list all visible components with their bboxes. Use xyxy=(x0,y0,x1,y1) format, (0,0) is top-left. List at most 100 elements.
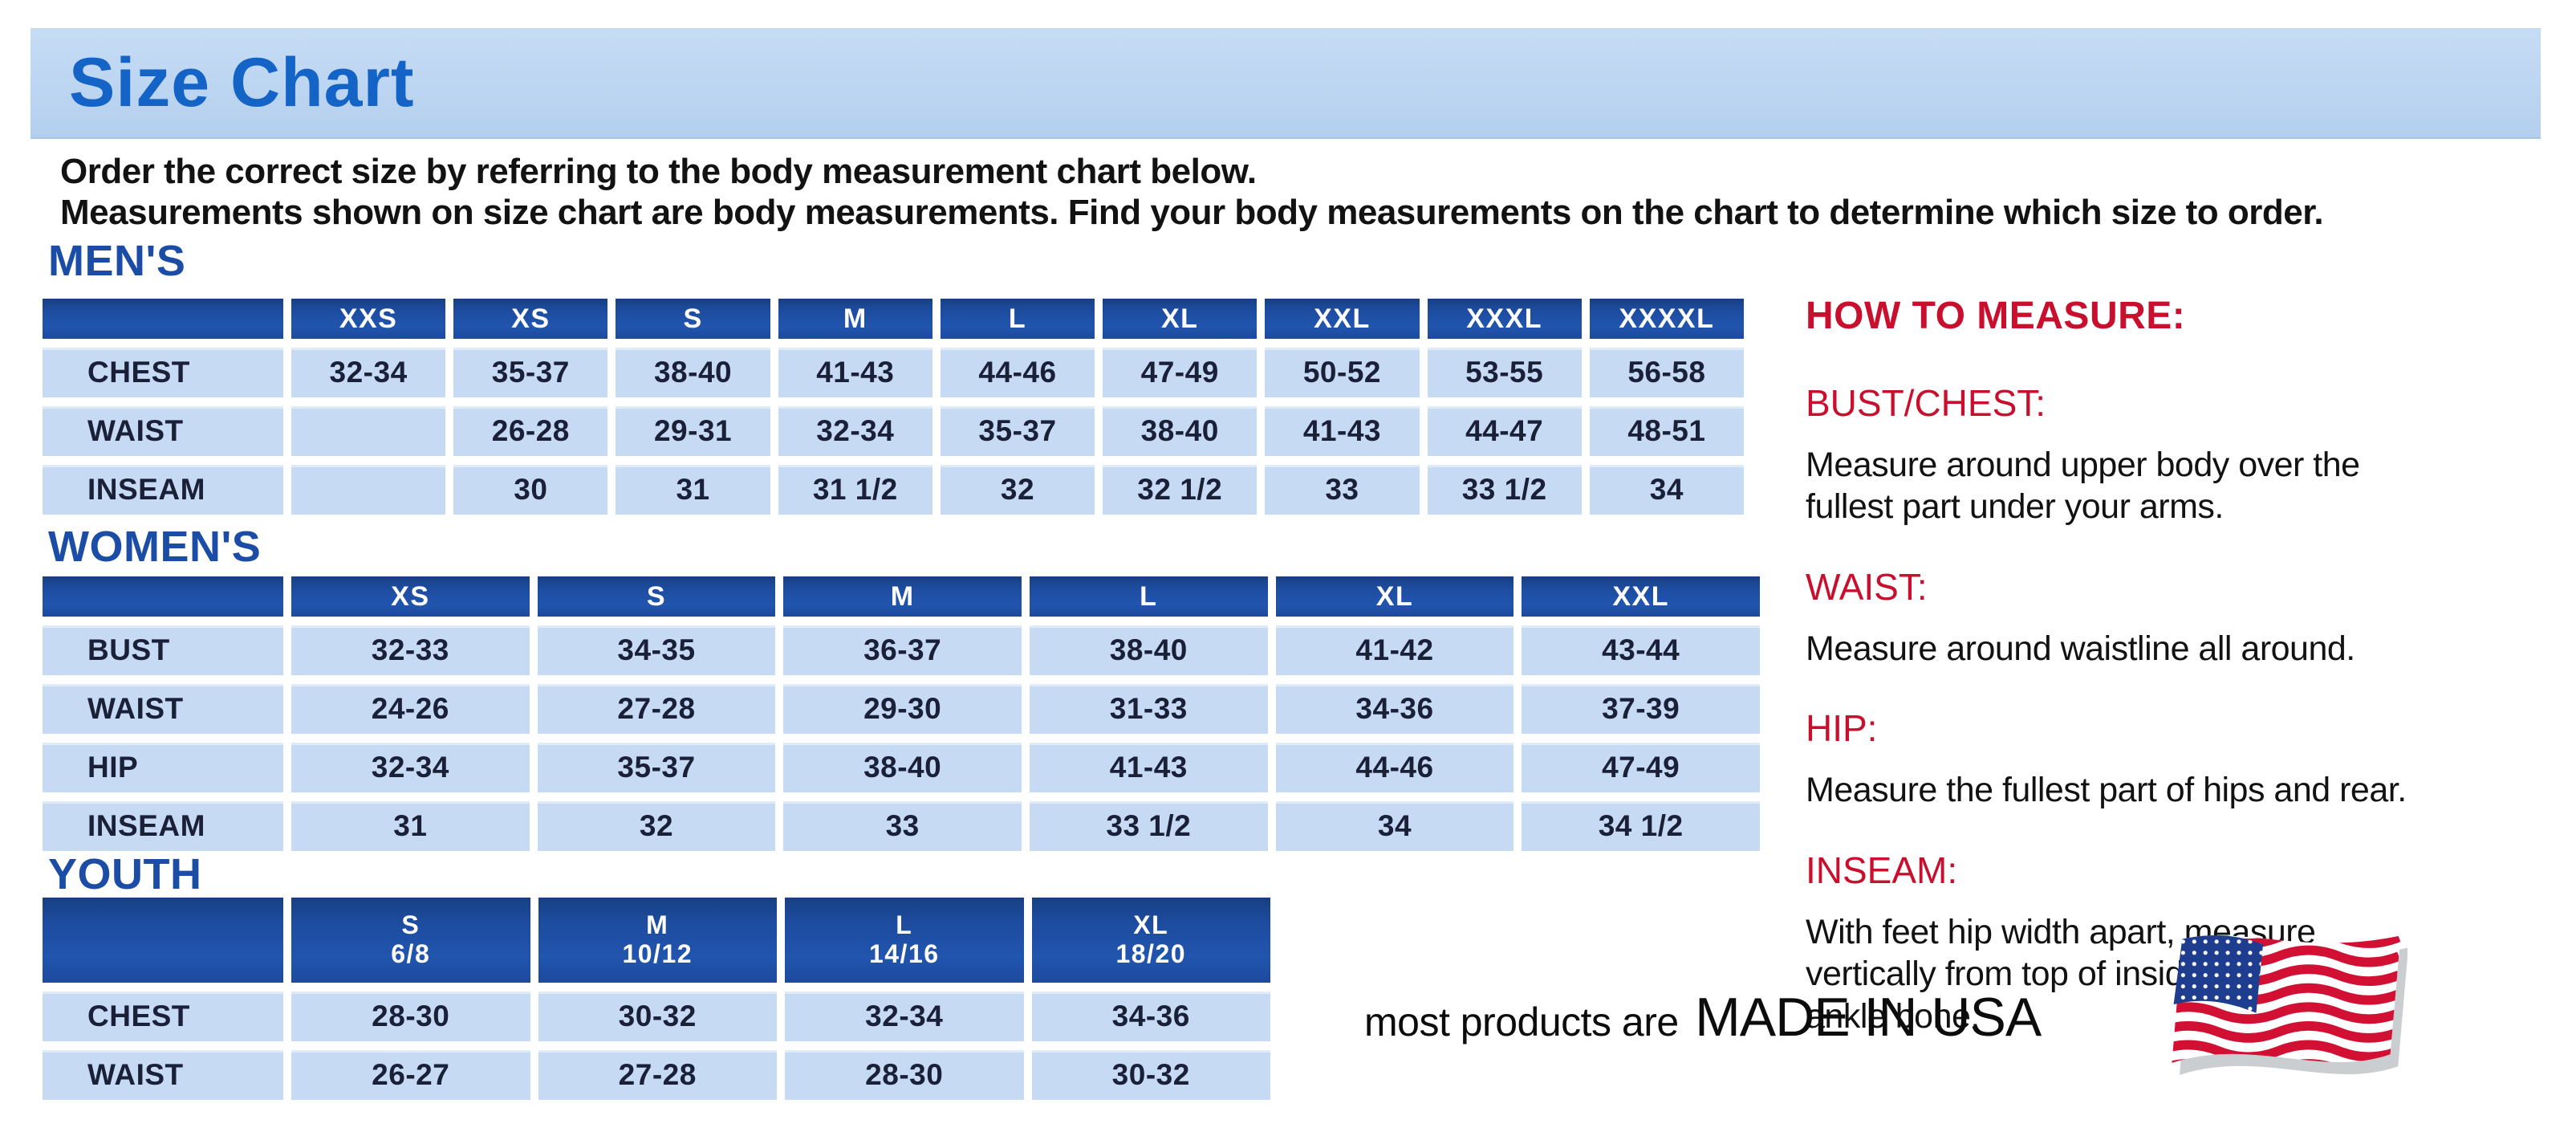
mens-cell-chest-7: 53-55 xyxy=(1427,348,1582,397)
mens-cell-inseam-3: 31 1/2 xyxy=(778,465,932,515)
womens-row-label-waist: WAIST xyxy=(43,684,283,734)
womens-heading: WOMEN'S xyxy=(48,523,262,571)
youth-cell-chest-2: 32-34 xyxy=(785,992,1024,1041)
womens-header-xxl: XXL xyxy=(1522,576,1760,617)
youth-header-s: S 6/8 xyxy=(291,898,530,983)
womens-header-l: L xyxy=(1029,576,1268,617)
womens-cell-waist-1: 27-28 xyxy=(537,684,776,734)
womens-cell-hip-2: 38-40 xyxy=(783,743,1022,792)
measure-label-bust-chest: BUST/CHEST: xyxy=(1806,382,2046,424)
womens-cell-waist-4: 34-36 xyxy=(1275,684,1514,734)
womens-cell-waist-0: 24-26 xyxy=(291,684,530,734)
youth-header-xl: XL 18/20 xyxy=(1031,898,1270,983)
measure-item-hip: HIP: Measure the fullest part of hips an… xyxy=(1806,706,2560,811)
womens-cell-hip-5: 47-49 xyxy=(1522,743,1760,792)
womens-header-m: M xyxy=(783,576,1022,617)
womens-cell-bust-4: 41-42 xyxy=(1275,625,1514,675)
mens-cell-inseam-4: 32 xyxy=(940,465,1095,515)
youth-header-size: XL xyxy=(1133,910,1169,940)
mens-cell-waist-1: 26-28 xyxy=(453,406,608,456)
mens-header-xl: XL xyxy=(1103,299,1258,339)
womens-cell-hip-4: 44-46 xyxy=(1275,743,1514,792)
mens-row-label-waist: WAIST xyxy=(43,406,283,456)
mens-header-xs: XS xyxy=(453,299,608,339)
mens-header-m: M xyxy=(778,299,932,339)
youth-header-l: L 14/16 xyxy=(785,898,1024,983)
youth-row-label-chest: CHEST xyxy=(43,992,283,1041)
intro-paragraph: Order the correct size by referring to t… xyxy=(60,151,2324,233)
measure-text-bust-chest: Measure around upper body over the fulle… xyxy=(1806,446,2360,527)
mens-cell-chest-0: 32-34 xyxy=(291,348,446,397)
mens-heading: MEN'S xyxy=(48,237,186,285)
womens-cell-waist-2: 29-30 xyxy=(783,684,1022,734)
youth-cell-waist-0: 26-27 xyxy=(291,1050,530,1100)
womens-header-xl: XL xyxy=(1275,576,1514,617)
mens-cell-waist-8: 48-51 xyxy=(1589,406,1744,456)
mens-cell-chest-3: 41-43 xyxy=(778,348,932,397)
youth-cell-waist-2: 28-30 xyxy=(785,1050,1024,1100)
mens-cell-chest-4: 44-46 xyxy=(940,348,1095,397)
mens-cell-inseam-7: 33 1/2 xyxy=(1427,465,1582,515)
mens-row-label-chest: CHEST xyxy=(43,348,283,397)
mens-cell-inseam-8: 34 xyxy=(1589,465,1744,515)
mens-cell-chest-2: 38-40 xyxy=(616,348,770,397)
youth-header-range: 14/16 xyxy=(868,939,940,968)
measure-item-bust-chest: BUST/CHEST: Measure around upper body ov… xyxy=(1806,381,2560,528)
made-in-usa-text: MADE IN USA xyxy=(1695,987,2042,1048)
mens-cell-chest-1: 35-37 xyxy=(453,348,608,397)
mens-cell-waist-5: 38-40 xyxy=(1103,406,1258,456)
usa-flag-icon xyxy=(2172,935,2407,1075)
youth-header-range: 6/8 xyxy=(391,939,431,968)
youth-cell-chest-0: 28-30 xyxy=(291,992,530,1041)
youth-cell-chest-1: 30-32 xyxy=(538,992,777,1041)
mens-cell-chest-8: 56-58 xyxy=(1589,348,1744,397)
mens-cell-waist-2: 29-31 xyxy=(616,406,770,456)
youth-cell-waist-1: 27-28 xyxy=(538,1050,777,1100)
mens-cell-chest-5: 47-49 xyxy=(1103,348,1258,397)
womens-cell-hip-0: 32-34 xyxy=(291,743,530,792)
youth-header-m: M 10/12 xyxy=(538,898,777,983)
womens-cell-bust-1: 34-35 xyxy=(537,625,776,675)
mens-cell-waist-3: 32-34 xyxy=(778,406,932,456)
youth-row-label-waist: WAIST xyxy=(43,1050,283,1100)
youth-size-table: S 6/8 M 10/12 L 14/16 XL 18/20 CHEST 28-30 30-32 32… xyxy=(43,898,1270,1100)
mens-cell-inseam-0 xyxy=(291,465,446,515)
womens-row-label-inseam: INSEAM xyxy=(43,801,283,851)
womens-cell-inseam-4: 34 xyxy=(1275,801,1514,851)
womens-cell-bust-2: 36-37 xyxy=(783,625,1022,675)
youth-header-range: 18/20 xyxy=(1115,939,1187,968)
womens-cell-bust-3: 38-40 xyxy=(1029,625,1268,675)
youth-header-size: S xyxy=(401,910,421,940)
youth-cell-chest-3: 34-36 xyxy=(1031,992,1270,1041)
made-in-prefix: most products are xyxy=(1364,1000,1679,1044)
intro-line-2: Measurements shown on size chart are bod… xyxy=(60,193,2324,232)
measure-text-waist: Measure around waistline all around. xyxy=(1806,629,2355,668)
womens-header-xs: XS xyxy=(291,576,530,617)
measure-label-hip: HIP: xyxy=(1806,707,1878,750)
mens-cell-waist-4: 35-37 xyxy=(940,406,1095,456)
mens-cell-inseam-1: 30 xyxy=(453,465,608,515)
measure-item-waist: WAIST: Measure around waistline all arou… xyxy=(1806,565,2560,670)
womens-cell-inseam-0: 31 xyxy=(291,801,530,851)
made-in-usa-line: most products are MADE IN USA xyxy=(1364,986,2042,1049)
womens-cell-waist-3: 31-33 xyxy=(1029,684,1268,734)
mens-header-xxs: XXS xyxy=(291,299,446,339)
womens-cell-hip-3: 41-43 xyxy=(1029,743,1268,792)
womens-cell-inseam-3: 33 1/2 xyxy=(1029,801,1268,851)
womens-cell-waist-5: 37-39 xyxy=(1522,684,1760,734)
mens-cell-inseam-5: 32 1/2 xyxy=(1103,465,1258,515)
womens-header-s: S xyxy=(537,576,776,617)
mens-cell-waist-6: 41-43 xyxy=(1265,406,1420,456)
measure-label-waist: WAIST: xyxy=(1806,565,1928,608)
how-to-measure-heading: HOW TO MEASURE: xyxy=(1806,295,2186,337)
mens-cell-waist-0 xyxy=(291,406,446,456)
page-title: Size Chart xyxy=(69,43,415,121)
mens-cell-inseam-2: 31 xyxy=(616,465,770,515)
mens-cell-waist-7: 44-47 xyxy=(1427,406,1582,456)
youth-header-range: 10/12 xyxy=(622,939,693,968)
youth-header-corner xyxy=(43,898,283,983)
mens-header-corner xyxy=(43,299,283,339)
mens-header-xxl: XXL xyxy=(1265,299,1420,339)
womens-row-label-bust: BUST xyxy=(43,625,283,675)
